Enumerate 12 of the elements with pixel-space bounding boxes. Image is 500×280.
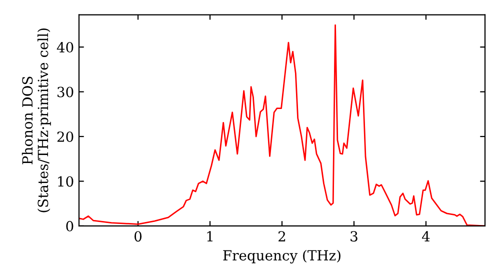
y-tick-label: 10	[58, 176, 74, 187]
x-tick-label: 0	[134, 231, 142, 242]
y-tick-label: 40	[56, 42, 74, 53]
x-tick-label: 1	[207, 231, 212, 242]
x-tick-label: 3	[350, 231, 358, 242]
x-tick-label: 2	[278, 231, 286, 242]
x-tick-label: 4	[422, 231, 430, 242]
y-tick-label: 0	[66, 220, 74, 232]
y-axis-title: Phonon DOS (States/THz·primitive cell)	[22, 28, 51, 212]
y-tick-label: 20	[57, 131, 74, 142]
x-axis-title: Frequency (THz)	[223, 250, 340, 264]
y-tick-label: 30	[58, 86, 74, 98]
